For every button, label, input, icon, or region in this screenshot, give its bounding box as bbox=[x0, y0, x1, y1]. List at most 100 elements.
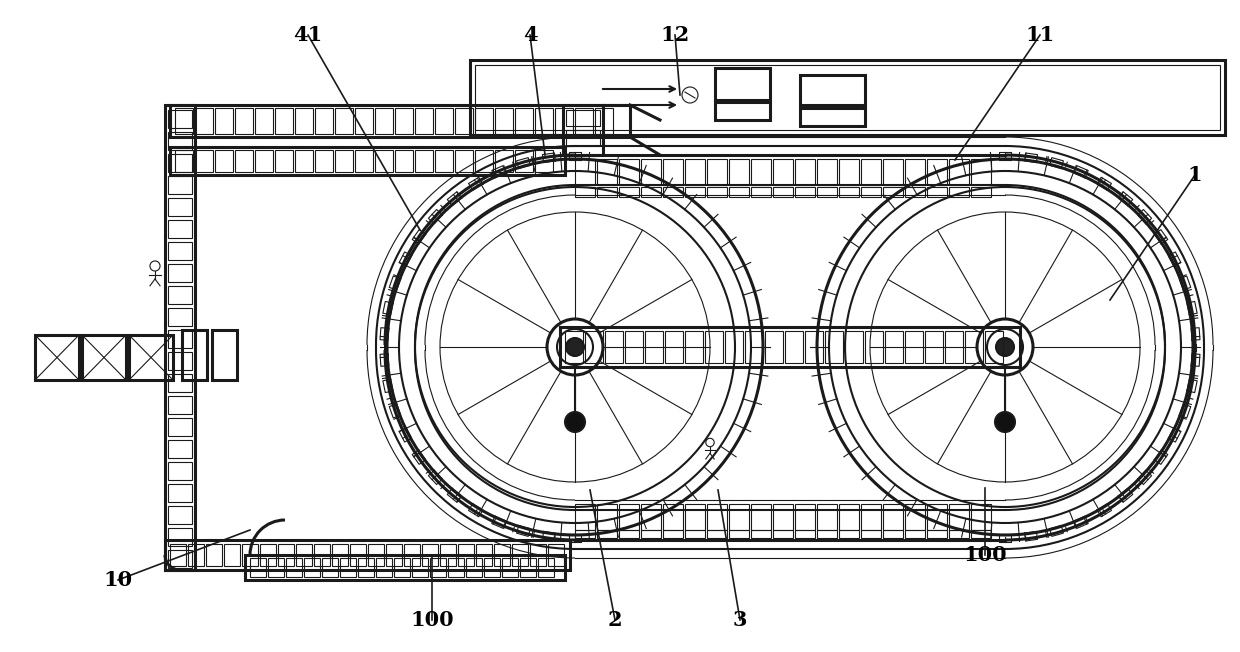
Bar bbox=[773, 504, 794, 530]
Bar bbox=[595, 108, 613, 134]
Text: 100: 100 bbox=[410, 610, 454, 630]
Bar bbox=[663, 504, 683, 530]
Bar bbox=[715, 102, 770, 120]
Bar bbox=[949, 530, 968, 538]
Bar bbox=[785, 331, 804, 363]
Bar bbox=[515, 108, 533, 134]
Bar bbox=[619, 159, 639, 185]
Bar bbox=[684, 187, 706, 197]
Bar bbox=[502, 558, 518, 577]
Bar bbox=[645, 331, 663, 363]
Bar bbox=[971, 530, 991, 538]
Bar bbox=[170, 544, 186, 566]
Bar bbox=[949, 187, 968, 197]
Bar bbox=[495, 150, 513, 172]
Bar bbox=[358, 558, 374, 577]
Bar bbox=[773, 530, 794, 538]
Bar bbox=[715, 68, 770, 100]
Bar bbox=[195, 108, 213, 134]
Bar bbox=[520, 558, 536, 577]
Bar bbox=[435, 108, 453, 134]
Bar bbox=[707, 187, 727, 197]
Bar bbox=[440, 544, 456, 566]
Bar bbox=[596, 530, 618, 538]
Bar bbox=[575, 504, 595, 530]
Bar bbox=[455, 108, 472, 134]
Text: 3: 3 bbox=[733, 610, 748, 630]
Bar bbox=[905, 187, 925, 197]
Bar bbox=[817, 530, 837, 538]
Bar bbox=[260, 544, 277, 566]
Bar bbox=[167, 352, 192, 370]
Bar bbox=[861, 159, 880, 185]
Bar bbox=[817, 159, 837, 185]
Bar bbox=[295, 150, 312, 172]
Bar bbox=[212, 330, 237, 380]
Bar bbox=[215, 150, 233, 172]
Bar bbox=[534, 108, 553, 134]
Bar bbox=[35, 335, 79, 380]
Bar bbox=[167, 374, 192, 392]
Bar bbox=[470, 60, 1225, 135]
Bar bbox=[928, 187, 947, 197]
Bar bbox=[167, 308, 192, 326]
Text: 4: 4 bbox=[523, 25, 537, 45]
Bar bbox=[82, 335, 126, 380]
Text: 10: 10 bbox=[103, 570, 133, 590]
Bar bbox=[665, 331, 683, 363]
Bar bbox=[663, 530, 683, 538]
Bar bbox=[765, 331, 782, 363]
Bar bbox=[167, 418, 192, 436]
Bar bbox=[928, 504, 947, 530]
Bar bbox=[355, 150, 373, 172]
Bar bbox=[167, 154, 192, 172]
Bar bbox=[596, 159, 618, 185]
Bar bbox=[805, 331, 823, 363]
Bar bbox=[596, 187, 618, 197]
Bar bbox=[315, 150, 334, 172]
Bar bbox=[250, 558, 267, 577]
Bar bbox=[575, 159, 595, 185]
Bar bbox=[605, 331, 622, 363]
Bar bbox=[165, 540, 570, 570]
Bar bbox=[751, 159, 771, 185]
Bar bbox=[556, 108, 573, 134]
Bar bbox=[575, 187, 595, 197]
Bar bbox=[839, 530, 859, 538]
Bar bbox=[412, 558, 428, 577]
Bar bbox=[295, 108, 312, 134]
Bar bbox=[773, 187, 794, 197]
Bar bbox=[175, 108, 193, 134]
Bar bbox=[422, 544, 438, 566]
Bar bbox=[965, 331, 983, 363]
Bar bbox=[729, 187, 749, 197]
Bar bbox=[725, 331, 743, 363]
Bar bbox=[246, 555, 565, 580]
Text: 11: 11 bbox=[1025, 25, 1055, 45]
Bar bbox=[165, 105, 195, 570]
Bar bbox=[684, 331, 703, 363]
Bar bbox=[167, 286, 192, 304]
Bar bbox=[386, 544, 402, 566]
Bar bbox=[985, 331, 1003, 363]
Bar bbox=[839, 504, 859, 530]
Bar bbox=[949, 159, 968, 185]
Bar bbox=[684, 504, 706, 530]
Bar bbox=[275, 150, 293, 172]
Bar bbox=[332, 544, 348, 566]
Bar bbox=[167, 484, 192, 502]
Bar bbox=[167, 440, 192, 458]
Bar bbox=[684, 159, 706, 185]
Bar bbox=[374, 150, 393, 172]
Bar bbox=[663, 159, 683, 185]
Bar bbox=[242, 544, 258, 566]
Bar bbox=[548, 544, 564, 566]
Bar bbox=[167, 550, 192, 568]
Bar bbox=[905, 159, 925, 185]
Bar bbox=[304, 558, 320, 577]
Bar bbox=[475, 65, 1220, 130]
Bar bbox=[206, 544, 222, 566]
Bar bbox=[928, 530, 947, 538]
Bar bbox=[236, 108, 253, 134]
Bar bbox=[773, 159, 794, 185]
